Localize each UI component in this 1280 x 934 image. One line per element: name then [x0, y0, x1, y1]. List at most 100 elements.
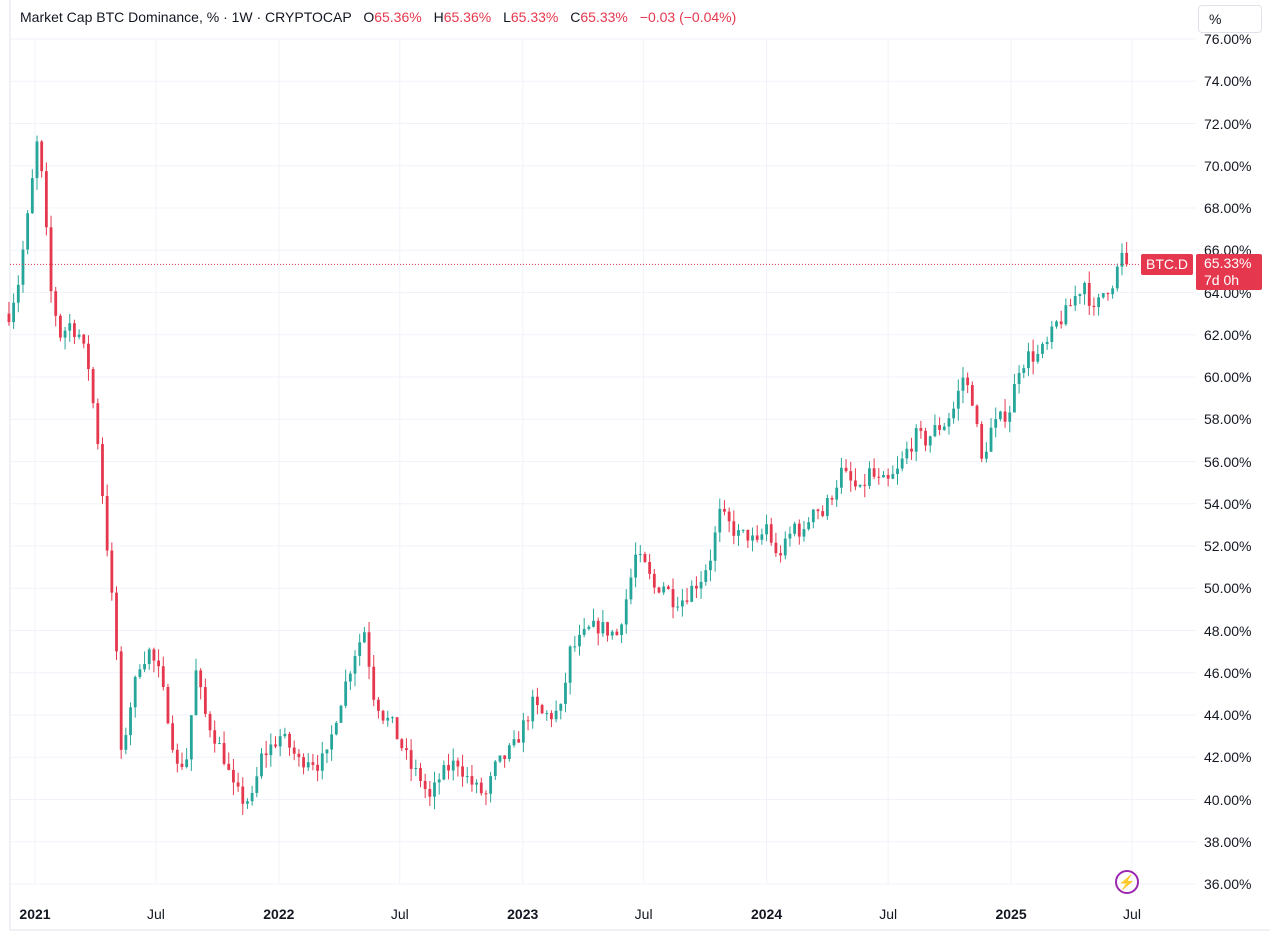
- candle-body: [924, 430, 927, 446]
- candle: [1087, 271, 1091, 316]
- candle-body: [793, 523, 797, 534]
- candle: [143, 651, 146, 673]
- candle-body: [760, 534, 764, 540]
- candle: [980, 421, 984, 463]
- candle-body: [470, 776, 474, 785]
- candle: [1027, 342, 1030, 377]
- candle-body: [507, 745, 511, 759]
- candle: [456, 757, 460, 777]
- lightning-icon[interactable]: ⚡: [1115, 870, 1139, 894]
- candle: [87, 335, 90, 381]
- candle: [587, 624, 591, 631]
- candle: [690, 580, 694, 603]
- candle-body: [68, 323, 72, 331]
- candle: [161, 656, 165, 691]
- candle: [1045, 336, 1049, 350]
- candle-body: [73, 323, 76, 337]
- candle: [821, 505, 825, 518]
- candle: [157, 649, 160, 678]
- candle-body: [699, 581, 703, 589]
- candle-body: [292, 747, 296, 754]
- candle: [227, 752, 231, 771]
- candle: [381, 709, 385, 725]
- candle: [886, 468, 890, 487]
- y-tick-label: 36.00%: [1204, 876, 1252, 892]
- candle: [129, 702, 132, 746]
- candle: [526, 716, 530, 731]
- candle-body: [1111, 288, 1115, 295]
- candle-body: [489, 776, 493, 794]
- candle: [769, 517, 773, 546]
- candle: [208, 711, 212, 738]
- candle: [863, 473, 867, 498]
- candle-body: [952, 408, 956, 419]
- candle: [489, 771, 493, 803]
- candle: [998, 410, 1002, 422]
- candle: [82, 333, 86, 349]
- candle: [521, 712, 525, 753]
- candle: [615, 628, 619, 636]
- candle: [896, 456, 899, 485]
- candle-body: [648, 562, 652, 574]
- candle-body: [872, 468, 876, 477]
- candle-body: [980, 424, 984, 459]
- candle-body: [213, 730, 217, 744]
- candle-body: [119, 651, 123, 750]
- grid-lines: [9, 0, 1270, 931]
- candle-body: [788, 533, 792, 539]
- candle-body: [634, 554, 638, 578]
- candle-body: [526, 720, 530, 722]
- candle: [835, 479, 839, 507]
- candle-body: [484, 793, 488, 795]
- candle: [849, 461, 853, 492]
- candle-body: [559, 703, 563, 711]
- candle: [779, 545, 782, 563]
- candle: [54, 286, 58, 327]
- symbol-badge: BTC.D: [1141, 254, 1193, 275]
- candle: [283, 727, 287, 739]
- candle-body: [723, 508, 726, 512]
- candle-body: [779, 553, 782, 556]
- candle: [657, 586, 661, 594]
- candle: [680, 588, 684, 617]
- candle-body: [12, 302, 16, 323]
- candle: [559, 703, 563, 720]
- candle-body: [194, 670, 198, 716]
- candle-body: [596, 620, 600, 634]
- countdown: 7d 0h: [1204, 272, 1240, 288]
- candle-body: [255, 776, 259, 793]
- candle-body: [956, 390, 960, 409]
- candle: [550, 710, 553, 728]
- scale-mode-button[interactable]: %: [1198, 5, 1262, 33]
- candle-body: [372, 666, 376, 700]
- candle-body: [825, 497, 829, 516]
- legend-title: Market Cap BTC Dominance, % · 1W · CRYPT…: [20, 9, 352, 25]
- candle-body: [1036, 353, 1040, 362]
- candle: [629, 568, 633, 605]
- candle: [1036, 344, 1040, 364]
- candle-body: [96, 403, 100, 445]
- candle: [1031, 339, 1035, 375]
- legend: Market Cap BTC Dominance, % · 1W · CRYPT…: [20, 9, 736, 25]
- candle: [166, 683, 170, 725]
- candle-body: [461, 766, 464, 777]
- candle: [624, 589, 628, 634]
- candle: [1013, 374, 1016, 413]
- candle-body: [835, 487, 839, 500]
- candle-body: [1003, 411, 1007, 422]
- candle-body: [433, 782, 436, 797]
- candle: [260, 748, 263, 779]
- candle: [115, 586, 118, 661]
- candle-body: [353, 655, 357, 674]
- y-tick-label: 46.00%: [1204, 664, 1252, 681]
- candle: [255, 767, 259, 798]
- candle: [91, 366, 95, 409]
- candle-body: [91, 369, 95, 404]
- candle: [7, 301, 11, 326]
- candle: [68, 313, 72, 342]
- candle: [133, 675, 137, 718]
- candle-body: [189, 715, 193, 760]
- candle-body: [1083, 283, 1086, 295]
- candle: [662, 582, 666, 596]
